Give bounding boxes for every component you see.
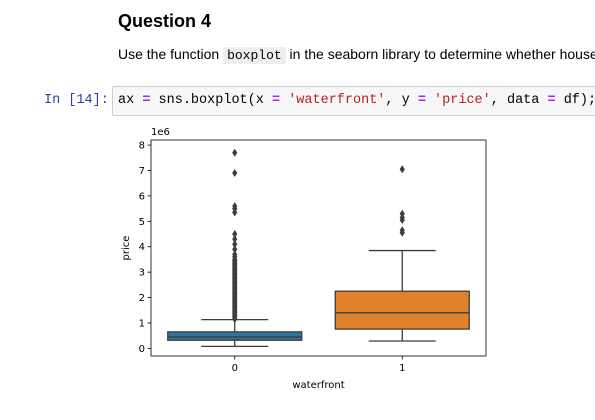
code-operator: = [271, 93, 281, 108]
box-category-1 [334, 290, 470, 330]
boxplot-chart: 0 1 2 3 4 5 6 7 8 1e6 price 0 1 waterfront [121, 127, 487, 391]
code-string-y: 'price' [434, 93, 491, 108]
input-prompt: In [14]: [44, 93, 109, 108]
outlier-point [399, 165, 405, 174]
outlier-point [232, 245, 238, 254]
y-offset-label: 1e6 [151, 127, 170, 138]
outlier-point [399, 228, 405, 237]
y-axis-label: price [121, 236, 132, 261]
code-line: ax = sns.boxplot(x = 'waterfront', y = '… [118, 93, 595, 108]
code-operator: = [547, 93, 556, 108]
outlier-point [232, 208, 238, 217]
outlier-point [232, 240, 238, 249]
question-instruction: Use the function boxplot in the seaborn … [118, 46, 595, 64]
y-tick-label: 2 [139, 293, 145, 304]
y-tick-label: 0 [139, 344, 145, 355]
code-call: sns.boxplot(x [158, 93, 264, 108]
code-separator: , y [385, 93, 410, 108]
instruction-text-before: Use the function [118, 46, 224, 62]
code-string-x: 'waterfront' [288, 93, 386, 108]
outlier-point [232, 235, 238, 244]
y-tick-label: 3 [139, 268, 145, 279]
outlier-point [232, 148, 238, 157]
x-axis-label: waterfront [292, 380, 344, 391]
plot-frame [150, 139, 487, 357]
y-tick-label: 8 [139, 141, 145, 152]
outlier-point [399, 216, 405, 225]
y-tick-label: 1 [139, 318, 145, 329]
code-tail: df); [563, 93, 595, 108]
cell-output: 0 1 2 3 4 5 6 7 8 1e6 price 0 1 waterfront [100, 120, 500, 420]
y-tick-label: 5 [139, 217, 145, 228]
outlier-point [232, 169, 238, 178]
y-tick-label: 4 [139, 242, 145, 253]
code-operator: = [417, 93, 426, 108]
code-cell-input[interactable]: ax = sns.boxplot(x = 'waterfront', y = '… [112, 86, 595, 116]
code-separator: , data [490, 93, 540, 108]
box-category-0 [167, 331, 303, 341]
question-heading: Question 4 [118, 11, 212, 31]
y-tick-label: 6 [139, 191, 145, 202]
code-var: ax [118, 93, 135, 108]
outlier-point [232, 315, 238, 324]
instruction-text-after: in the seaborn library to determine whet… [285, 46, 595, 62]
x-tick-label: 0 [232, 363, 238, 374]
y-tick-label: 7 [139, 166, 145, 177]
inline-code-boxplot: boxplot [223, 47, 286, 64]
code-operator: = [142, 93, 151, 108]
x-tick-label: 1 [399, 363, 405, 374]
outlier-point [232, 230, 238, 239]
